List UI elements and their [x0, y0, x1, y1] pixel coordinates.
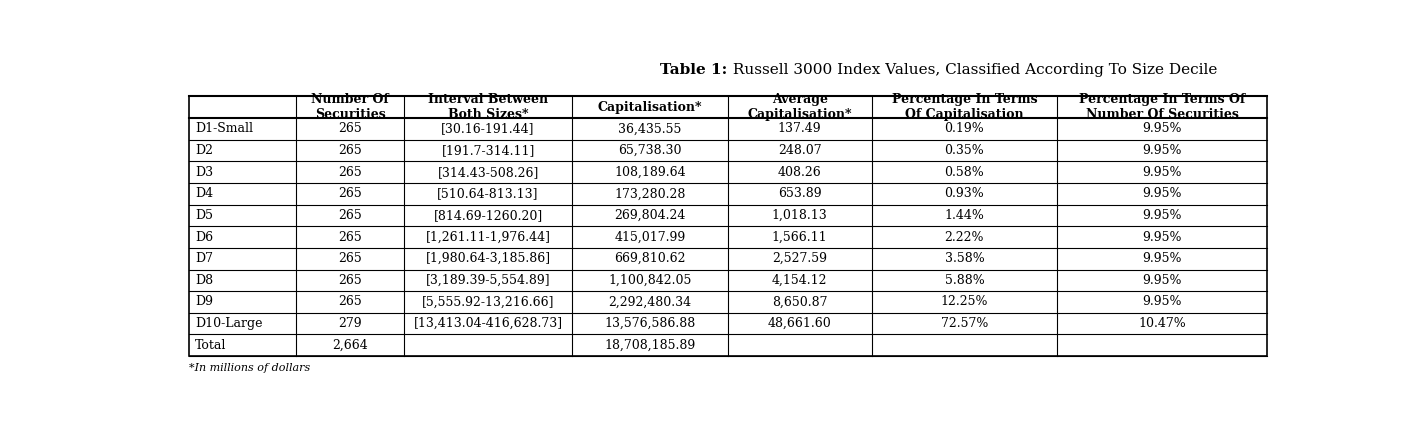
Text: 12.25%: 12.25% [940, 296, 988, 308]
Text: 9.95%: 9.95% [1143, 122, 1181, 135]
Text: D5: D5 [195, 209, 213, 222]
Text: D9: D9 [195, 296, 213, 308]
Text: 3.58%: 3.58% [944, 252, 984, 265]
Text: 265: 265 [338, 296, 362, 308]
Text: [3,189.39-5,554.89]: [3,189.39-5,554.89] [426, 274, 551, 287]
Text: 265: 265 [338, 144, 362, 157]
Text: 2,292,480.34: 2,292,480.34 [608, 296, 692, 308]
Text: Capitalisation*: Capitalisation* [598, 101, 701, 114]
Text: 653.89: 653.89 [778, 187, 821, 200]
Text: 5.88%: 5.88% [944, 274, 984, 287]
Text: 265: 265 [338, 230, 362, 244]
Text: 4,154.12: 4,154.12 [772, 274, 828, 287]
Text: 265: 265 [338, 209, 362, 222]
Text: 65,738.30: 65,738.30 [618, 144, 682, 157]
Text: 2.22%: 2.22% [944, 230, 984, 244]
Text: 1,018.13: 1,018.13 [772, 209, 828, 222]
Text: D10-Large: D10-Large [195, 317, 263, 330]
Text: D2: D2 [195, 144, 213, 157]
Text: D8: D8 [195, 274, 213, 287]
Text: 265: 265 [338, 166, 362, 179]
Text: 2,527.59: 2,527.59 [772, 252, 826, 265]
Text: 8,650.87: 8,650.87 [772, 296, 828, 308]
Text: 248.07: 248.07 [778, 144, 821, 157]
Text: D6: D6 [195, 230, 213, 244]
Text: 13,576,586.88: 13,576,586.88 [605, 317, 696, 330]
Text: 1,100,842.05: 1,100,842.05 [608, 274, 692, 287]
Text: 408.26: 408.26 [778, 166, 822, 179]
Text: 415,017.99: 415,017.99 [615, 230, 686, 244]
Text: Percentage In Terms
Of Capitalisation: Percentage In Terms Of Capitalisation [892, 93, 1037, 121]
Text: Interval Between
Both Sizes*: Interval Between Both Sizes* [427, 93, 548, 121]
Text: [30.16-191.44]: [30.16-191.44] [442, 122, 535, 135]
Text: 265: 265 [338, 122, 362, 135]
Text: *In millions of dollars: *In millions of dollars [189, 363, 310, 373]
Text: 9.95%: 9.95% [1143, 230, 1181, 244]
Text: 269,804.24: 269,804.24 [615, 209, 686, 222]
Text: 137.49: 137.49 [778, 122, 821, 135]
Text: 9.95%: 9.95% [1143, 296, 1181, 308]
Text: 18,708,185.89: 18,708,185.89 [605, 339, 696, 352]
Text: Total: Total [195, 339, 226, 352]
Text: [314.43-508.26]: [314.43-508.26] [437, 166, 538, 179]
Text: 0.58%: 0.58% [944, 166, 984, 179]
Text: 0.19%: 0.19% [944, 122, 984, 135]
Text: 9.95%: 9.95% [1143, 274, 1181, 287]
Text: 265: 265 [338, 252, 362, 265]
Text: 9.95%: 9.95% [1143, 187, 1181, 200]
Text: 1,566.11: 1,566.11 [772, 230, 828, 244]
Text: 48,661.60: 48,661.60 [768, 317, 832, 330]
Text: 173,280.28: 173,280.28 [615, 187, 686, 200]
Text: Average
Capitalisation*: Average Capitalisation* [747, 93, 852, 121]
Text: D3: D3 [195, 166, 213, 179]
Text: [1,980.64-3,185.86]: [1,980.64-3,185.86] [426, 252, 551, 265]
Text: [814.69-1260.20]: [814.69-1260.20] [433, 209, 542, 222]
Text: [1,261.11-1,976.44]: [1,261.11-1,976.44] [426, 230, 551, 244]
Text: 2,664: 2,664 [332, 339, 368, 352]
Text: D7: D7 [195, 252, 213, 265]
Text: 10.47%: 10.47% [1139, 317, 1186, 330]
Text: 265: 265 [338, 274, 362, 287]
Text: 0.93%: 0.93% [944, 187, 984, 200]
Text: D4: D4 [195, 187, 213, 200]
Text: [5,555.92-13,216.66]: [5,555.92-13,216.66] [422, 296, 554, 308]
Text: 669,810.62: 669,810.62 [613, 252, 686, 265]
Text: Table 1:: Table 1: [660, 63, 728, 77]
Text: Russell 3000 Index Values, Classified According To Size Decile: Russell 3000 Index Values, Classified Ac… [728, 63, 1217, 77]
Text: 36,435.55: 36,435.55 [618, 122, 682, 135]
Text: D1-Small: D1-Small [195, 122, 253, 135]
Text: Percentage In Terms Of
Number Of Securities: Percentage In Terms Of Number Of Securit… [1079, 93, 1245, 121]
Text: 108,189.64: 108,189.64 [613, 166, 686, 179]
Text: 9.95%: 9.95% [1143, 252, 1181, 265]
Text: 9.95%: 9.95% [1143, 166, 1181, 179]
Text: [191.7-314.11]: [191.7-314.11] [442, 144, 535, 157]
Text: [510.64-813.13]: [510.64-813.13] [437, 187, 538, 200]
Text: 265: 265 [338, 187, 362, 200]
Text: 9.95%: 9.95% [1143, 209, 1181, 222]
Text: 1.44%: 1.44% [944, 209, 984, 222]
Text: 72.57%: 72.57% [940, 317, 988, 330]
Text: [13,413.04-416,628.73]: [13,413.04-416,628.73] [413, 317, 562, 330]
Text: 0.35%: 0.35% [944, 144, 984, 157]
Text: 279: 279 [338, 317, 362, 330]
Text: Number Of
Securities: Number Of Securities [311, 93, 389, 121]
Text: 9.95%: 9.95% [1143, 144, 1181, 157]
